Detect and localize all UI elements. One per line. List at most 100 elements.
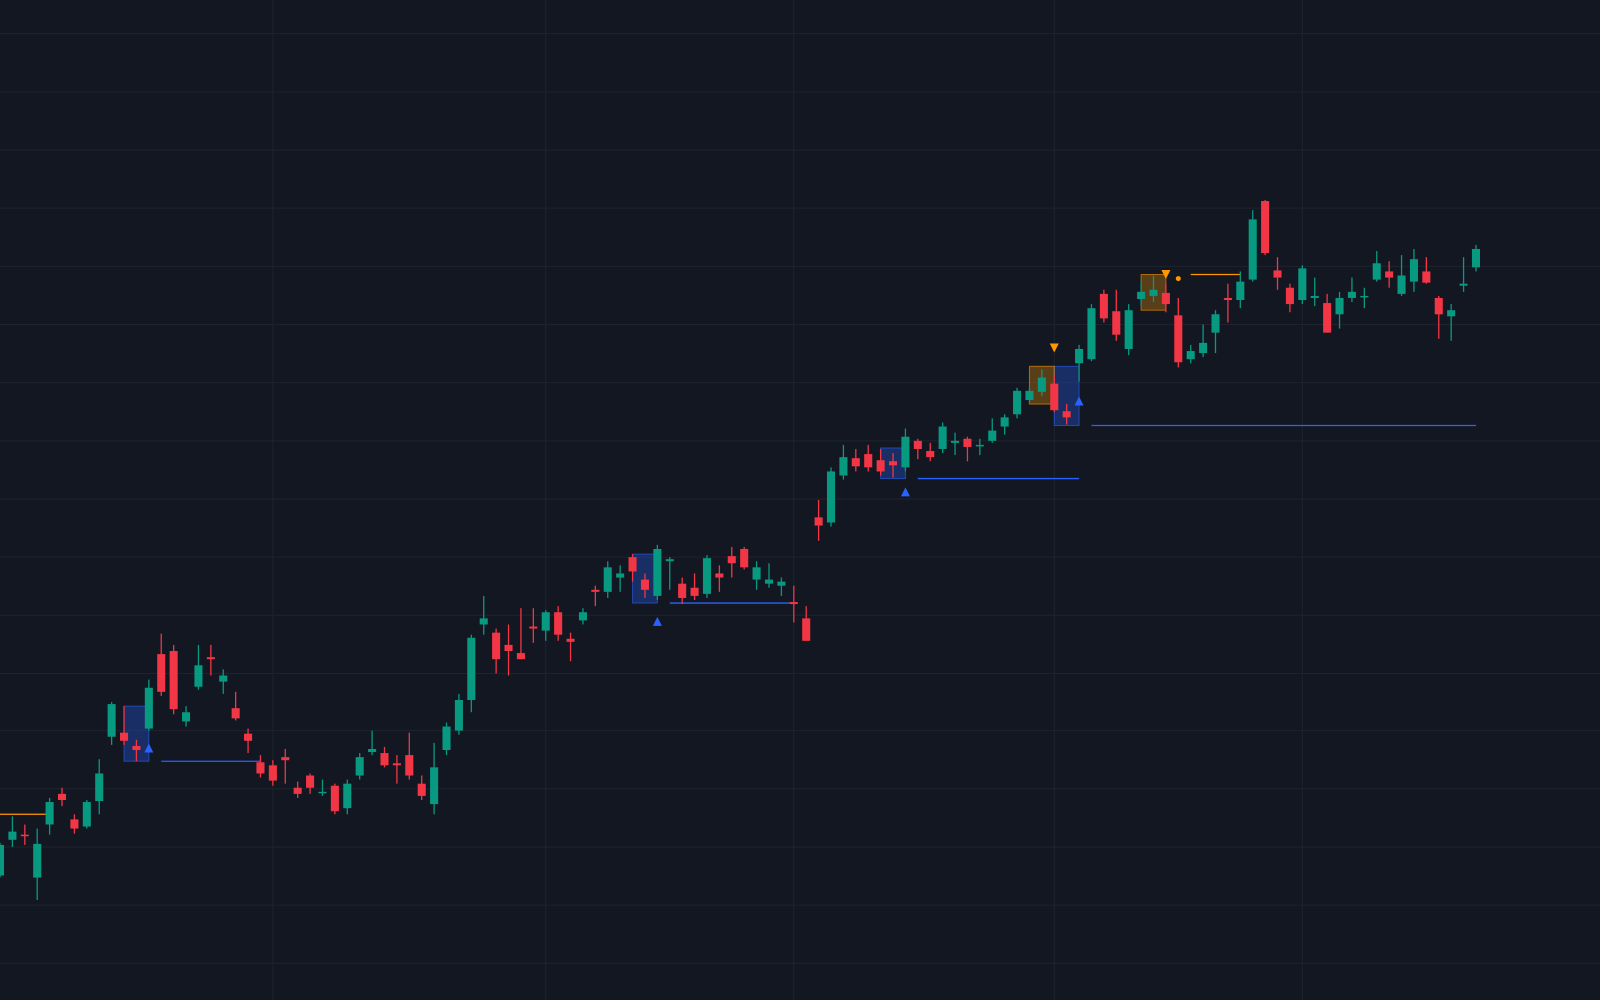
candle-body (1447, 310, 1456, 317)
candle-body (678, 583, 687, 598)
candle-body (1223, 297, 1232, 300)
candle-body (951, 440, 960, 443)
candle-body (33, 843, 42, 878)
candle-body (702, 558, 712, 594)
candle-body (578, 612, 587, 621)
candle-body (1050, 383, 1059, 411)
candle-body (1000, 417, 1009, 427)
candle-body (1013, 390, 1022, 415)
candle-body (640, 579, 649, 590)
candle-body (82, 802, 91, 827)
candle-body (1124, 310, 1133, 349)
candle-body (293, 787, 302, 794)
candle-body (963, 438, 972, 447)
candle-body (169, 651, 178, 710)
candle-body (219, 675, 228, 682)
candle-body (802, 618, 811, 641)
candle-body (1161, 292, 1170, 305)
candle-body (1137, 291, 1146, 299)
candle-body (1211, 314, 1220, 333)
candle-body (888, 461, 898, 466)
candle-body (1112, 311, 1121, 335)
candle-body (1037, 377, 1046, 392)
candle-body (529, 626, 538, 629)
candle-body (244, 733, 253, 741)
candle-body (752, 567, 761, 580)
signal-marker (1175, 276, 1181, 282)
candle-body (628, 557, 637, 572)
candle-body (343, 783, 352, 809)
candle-body (268, 765, 277, 781)
candle-body (467, 637, 476, 700)
candle-body (789, 602, 798, 605)
candle-body (839, 457, 848, 476)
candle-body (132, 745, 141, 750)
candle-body (901, 436, 910, 468)
candle-body (1335, 297, 1344, 315)
candle-body (1310, 295, 1319, 298)
candle-body (1174, 315, 1183, 363)
candle-body (417, 783, 426, 796)
candle-body (814, 517, 823, 526)
candle-body (851, 458, 860, 467)
candle-body (1360, 295, 1369, 298)
candle-body (492, 632, 501, 660)
candle-body (603, 567, 612, 592)
candle-body (504, 644, 513, 652)
candle-body (913, 440, 922, 449)
candle-body (281, 757, 290, 761)
candle-body (1471, 248, 1480, 268)
candle-body (777, 581, 786, 586)
candle-body (330, 785, 339, 812)
candle-body (144, 687, 153, 729)
candle-body (45, 802, 54, 825)
candle-body (975, 444, 984, 447)
candle-body (1409, 259, 1418, 282)
candle-body (1323, 303, 1332, 333)
candle-body (988, 430, 997, 441)
candle-body (256, 762, 265, 774)
candle-body (554, 612, 563, 635)
candle-body (591, 589, 600, 592)
candle-body (70, 819, 79, 829)
candle-body (430, 767, 439, 805)
candle-body (1372, 263, 1381, 280)
candle-body (1087, 308, 1096, 360)
candle-body (740, 548, 749, 568)
signal-marker (1074, 396, 1084, 406)
candle-body (194, 665, 203, 687)
candle-body (120, 732, 129, 741)
candle-body (95, 773, 104, 802)
signal-marker (1161, 269, 1171, 279)
candle-body (318, 791, 327, 794)
candle-body (368, 748, 377, 753)
candle-body (306, 775, 315, 788)
candle-body (405, 755, 414, 776)
candle-body (1099, 293, 1108, 319)
candle-body (1422, 271, 1431, 283)
candle-body (764, 579, 774, 584)
candle-body (454, 700, 463, 731)
signal-marker (144, 743, 154, 753)
candle-body (392, 763, 401, 766)
candle-body (665, 559, 674, 562)
candle-body (1397, 275, 1406, 294)
candle-body (1385, 271, 1394, 278)
candle-body (541, 612, 550, 631)
candle-body (1298, 268, 1307, 300)
candle-body (715, 573, 724, 578)
candle-body (1434, 297, 1443, 315)
candle-body (380, 753, 389, 766)
signal-marker (1049, 343, 1059, 353)
candle-body (1459, 283, 1468, 286)
candle-body (231, 708, 240, 719)
candle-body (1062, 411, 1071, 418)
candle-body (1261, 201, 1270, 254)
candle-body (1199, 342, 1208, 354)
candle-body (616, 573, 625, 578)
candle-body (690, 587, 699, 596)
candle-body (876, 460, 885, 472)
candle-body (8, 831, 17, 840)
